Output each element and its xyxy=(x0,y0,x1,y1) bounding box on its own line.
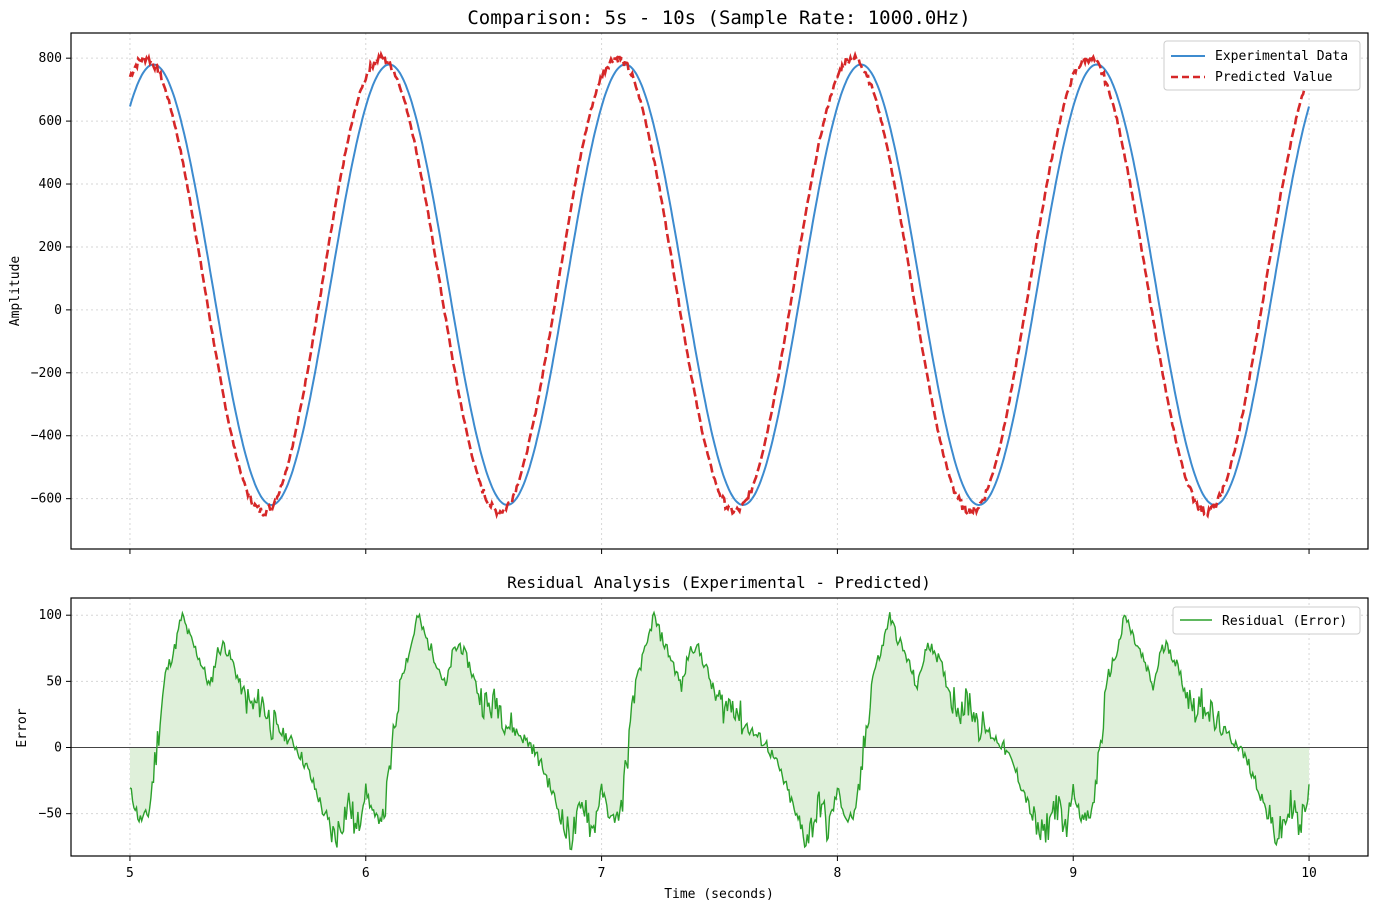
bottom-xtick-label: 10 xyxy=(1301,866,1317,881)
residual-fill-area xyxy=(130,612,1309,850)
bottom-xtick-label: 9 xyxy=(1069,866,1077,881)
top-chart-series xyxy=(128,50,1311,520)
legend-label-residual: Residual (Error) xyxy=(1222,614,1347,629)
top-chart-frame xyxy=(70,32,1369,550)
top-chart-legend: Experimental Data Predicted Value xyxy=(1163,40,1361,91)
bottom-chart-title: Residual Analysis (Experimental - Predic… xyxy=(507,573,931,592)
experimental-data-line xyxy=(129,63,1310,507)
top-ytick-label: −400 xyxy=(31,429,62,444)
bottom-xtick-label: 8 xyxy=(833,866,841,881)
top-ytick-label: 200 xyxy=(39,240,62,255)
bottom-chart-frame xyxy=(70,597,1369,857)
top-legend-box xyxy=(1163,40,1361,91)
top-ytick-label: −600 xyxy=(31,492,62,507)
bottom-legend-box xyxy=(1172,606,1361,635)
predicted-value-line xyxy=(128,50,1311,520)
top-ytick-label: 600 xyxy=(39,114,62,129)
top-ytick-label: 800 xyxy=(39,51,62,66)
bottom-chart-xlabel: Time (seconds) xyxy=(664,887,774,902)
legend-label-experimental: Experimental Data xyxy=(1215,49,1348,64)
bottom-ytick-label: 100 xyxy=(39,608,62,623)
top-chart-title: Comparison: 5s - 10s (Sample Rate: 1000.… xyxy=(467,7,970,29)
bottom-ytick-label: 0 xyxy=(54,741,62,756)
bottom-ytick-label: −50 xyxy=(39,807,62,822)
top-chart-grid xyxy=(71,33,1368,549)
bottom-chart-ticks: 5 6 7 8 9 10 100 50 0 −50 xyxy=(39,608,1317,881)
bottom-chart-series xyxy=(71,610,1368,851)
top-chart-ticks: 800 600 400 200 0 −200 −400 −600 xyxy=(31,51,1310,554)
top-ytick-label: 400 xyxy=(39,177,62,192)
bottom-xtick-label: 7 xyxy=(598,866,606,881)
residual-line xyxy=(129,610,1310,851)
bottom-xtick-label: 5 xyxy=(126,866,134,881)
bottom-xtick-label: 6 xyxy=(362,866,370,881)
legend-label-predicted: Predicted Value xyxy=(1215,70,1333,85)
top-chart-ylabel: Amplitude xyxy=(8,256,23,327)
bottom-chart-legend: Residual (Error) xyxy=(1172,606,1361,635)
bottom-chart-ylabel: Error xyxy=(15,708,30,747)
bottom-ytick-label: 50 xyxy=(46,674,62,689)
top-ytick-label: −200 xyxy=(31,366,62,381)
top-ytick-label: 0 xyxy=(54,303,62,318)
